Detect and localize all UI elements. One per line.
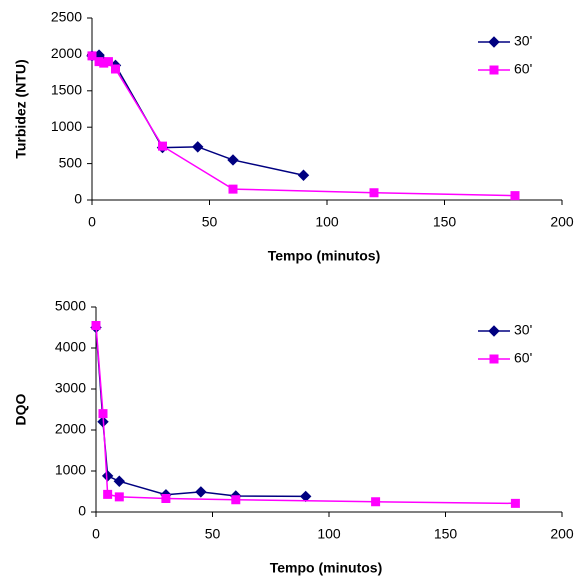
legend-label: 30' bbox=[514, 322, 532, 338]
x-tick-label: 200 bbox=[550, 526, 574, 542]
marker bbox=[101, 470, 114, 482]
legend-label: 60' bbox=[514, 350, 532, 366]
marker bbox=[91, 320, 101, 330]
y-axis-title: DQO bbox=[13, 393, 29, 425]
series-line bbox=[95, 325, 516, 505]
x-tick-label: 200 bbox=[550, 214, 574, 230]
marker bbox=[371, 497, 381, 507]
x-tick-label: 50 bbox=[205, 526, 221, 542]
marker bbox=[113, 475, 126, 487]
chart: 0 1000 2000 3000 4000 5000 0 50 100 150 200 Tempo (… bbox=[13, 298, 574, 576]
y-tick-label: 2000 bbox=[55, 421, 86, 437]
legend-label: 30' bbox=[514, 33, 532, 49]
marker bbox=[161, 493, 171, 503]
x-tick-label: 150 bbox=[434, 526, 458, 542]
marker bbox=[488, 325, 500, 337]
chart: 0 500 1000 1500 2000 2500 0 50 100 150 200 Tempo (m… bbox=[13, 9, 574, 264]
marker bbox=[98, 409, 108, 419]
y-tick-label: 0 bbox=[74, 191, 82, 207]
marker bbox=[299, 490, 312, 503]
y-axis-title: Turbidez (NTU) bbox=[13, 59, 29, 158]
marker bbox=[510, 498, 520, 508]
y-tick-label: 0 bbox=[78, 503, 86, 519]
marker bbox=[228, 184, 238, 194]
x-tick-label: 0 bbox=[88, 214, 96, 230]
marker bbox=[158, 141, 167, 151]
marker bbox=[369, 188, 379, 198]
y-tick-label: 5000 bbox=[55, 298, 86, 314]
y-tick-label: 2500 bbox=[51, 9, 82, 25]
x-axis-title: Tempo (minutos) bbox=[268, 248, 381, 264]
marker bbox=[297, 169, 310, 181]
y-tick-label: 1000 bbox=[51, 118, 82, 134]
legend-label: 60' bbox=[514, 61, 532, 77]
y-tick-label: 4000 bbox=[55, 339, 86, 355]
x-tick-label: 100 bbox=[315, 214, 339, 230]
x-tick-label: 0 bbox=[92, 526, 100, 542]
x-tick-label: 100 bbox=[317, 526, 341, 542]
y-tick-label: 3000 bbox=[55, 380, 86, 396]
marker bbox=[510, 191, 520, 201]
marker bbox=[488, 36, 500, 48]
series-line bbox=[91, 54, 304, 176]
marker bbox=[489, 65, 499, 75]
marker bbox=[227, 154, 239, 166]
y-tick-label: 2000 bbox=[51, 45, 82, 61]
series-line bbox=[95, 327, 306, 498]
marker bbox=[192, 141, 204, 153]
marker bbox=[114, 492, 124, 502]
x-tick-label: 150 bbox=[433, 214, 457, 230]
marker bbox=[103, 489, 113, 499]
x-tick-label: 50 bbox=[202, 214, 218, 230]
marker bbox=[195, 486, 207, 498]
y-tick-label: 1500 bbox=[51, 82, 82, 98]
marker bbox=[111, 64, 120, 74]
x-axis-title: Tempo (minutos) bbox=[270, 560, 383, 576]
y-tick-label: 500 bbox=[59, 154, 83, 170]
marker bbox=[489, 354, 499, 364]
marker bbox=[231, 495, 241, 505]
y-tick-label: 1000 bbox=[55, 462, 86, 478]
